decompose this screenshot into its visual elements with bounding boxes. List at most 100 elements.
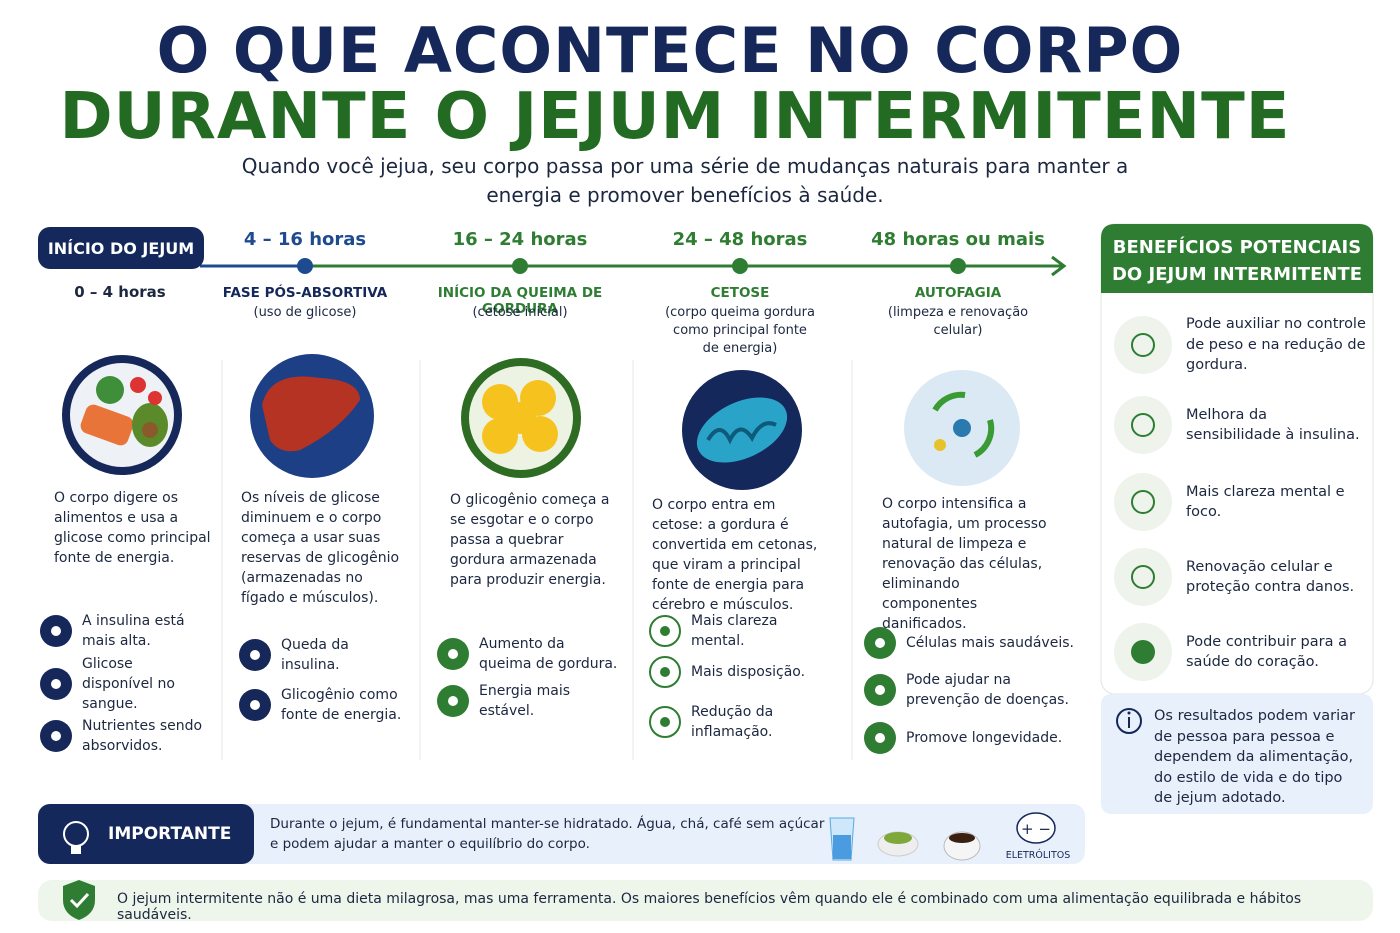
- benefit-icon: [1114, 396, 1172, 454]
- benefit-glyph: [1131, 490, 1155, 514]
- title-line2: DURANTE O JEJUM INTERMITENTE: [59, 80, 1291, 154]
- stage-item: Queda da insulina.: [239, 633, 411, 677]
- icon-glyph: [875, 685, 885, 695]
- stage-item-text: Glicogênio como fonte de energia.: [281, 687, 402, 723]
- stage-item: Mais clareza mental.: [649, 609, 806, 653]
- stage-item: Glicogênio como fonte de energia.: [239, 683, 411, 727]
- icon-glyph: [660, 626, 670, 636]
- stage-phase: CETOSE: [710, 285, 770, 301]
- stage-item: Glicose disponível no sangue.: [40, 656, 207, 712]
- stage-time: 0 – 4 horas: [74, 283, 166, 301]
- stage-item-text: Mais clareza mental.: [691, 613, 778, 649]
- item-icon: [40, 668, 72, 700]
- icon-glyph: [660, 667, 670, 677]
- item-icon: [864, 674, 896, 706]
- benefit-glyph: [1131, 413, 1155, 437]
- item-icon: [649, 615, 681, 647]
- benefit-item: Pode auxiliar no controle de peso e na r…: [1114, 315, 1366, 375]
- stage-item-text: Aumento da queima de gordura.: [479, 636, 618, 672]
- stage-phase: INÍCIO DA QUEIMA DE GORDURA: [437, 285, 603, 317]
- stage-description: O corpo intensifica a autofagia, um proc…: [882, 496, 1047, 632]
- stage-item-text: Nutrientes sendo absorvidos.: [82, 718, 203, 754]
- benefit-text: Mais clareza mental e foco.: [1186, 483, 1345, 521]
- benefits-title: BENEFÍCIOS POTENCIAIS DO JEJUM INTERMITE…: [1111, 237, 1362, 285]
- icon-glyph: [448, 649, 458, 659]
- svg-text:+ −: + −: [1021, 820, 1051, 838]
- item-icon: [437, 685, 469, 717]
- stage-item: Pode ajudar na prevenção de doenças.: [864, 668, 1086, 712]
- stage-item-text: Glicose disponível no sangue.: [82, 656, 175, 712]
- benefit-item: Pode contribuir para a saúde do coração.: [1114, 622, 1366, 682]
- benefit-glyph: [1131, 333, 1155, 357]
- stage-item-text: Células mais saudáveis.: [906, 635, 1074, 651]
- stage-item-text: Promove longevidade.: [906, 730, 1063, 746]
- stage-time: 48 horas ou mais: [871, 229, 1045, 250]
- icon-glyph: [875, 733, 885, 743]
- benefit-icon: [1114, 548, 1172, 606]
- item-icon: [40, 615, 72, 647]
- start-label: INÍCIO DO JEJUM: [38, 227, 204, 269]
- important-text: Durante o jejum, é fundamental manter-se…: [270, 816, 825, 852]
- icon-glyph: [250, 650, 260, 660]
- stage-description: Os níveis de glicose diminuem e o corpo …: [241, 490, 400, 606]
- item-icon: [649, 656, 681, 688]
- stage-description: O corpo entra em cetose: a gordura é con…: [652, 497, 818, 613]
- icon-glyph: [250, 700, 260, 710]
- stage-phase: AUTOFAGIA: [914, 285, 1002, 301]
- benefit-text: Pode contribuir para a saúde do coração.: [1186, 633, 1347, 671]
- benefit-item: Melhora da sensibilidade à insulina.: [1114, 395, 1366, 455]
- benefit-item: Renovação celular e proteção contra dano…: [1114, 547, 1366, 607]
- stage-item: Redução da inflamação.: [649, 700, 806, 744]
- icon-glyph: [875, 638, 885, 648]
- stage-item: A insulina está mais alta.: [40, 609, 207, 653]
- benefit-glyph: [1131, 640, 1155, 664]
- icon-glyph: [660, 717, 670, 727]
- stage-note: (cetose inicial): [472, 305, 568, 320]
- stage-description: O corpo digere os alimentos e usa a glic…: [54, 490, 211, 566]
- title-line1: O QUE ACONTECE NO CORPO: [156, 14, 1184, 87]
- stage-item-text: Pode ajudar na prevenção de doenças.: [906, 672, 1069, 708]
- stage-time: 16 – 24 horas: [452, 229, 588, 250]
- stage-item-text: Mais disposição.: [691, 664, 806, 680]
- stage-item-text: Energia mais estável.: [479, 683, 571, 719]
- benefit-icon: [1114, 316, 1172, 374]
- stage-note: (uso de glicose): [253, 305, 357, 320]
- stage-item: Energia mais estável.: [437, 679, 619, 723]
- stage-description: O glicogênio começa a se esgotar e o cor…: [450, 492, 610, 588]
- stage-phase: FASE PÓS-ABSORTIVA: [222, 285, 388, 301]
- stage-item-text: Redução da inflamação.: [691, 704, 774, 740]
- stage-item: Aumento da queima de gordura.: [437, 632, 619, 676]
- benefit-item: Mais clareza mental e foco.: [1114, 472, 1366, 532]
- item-icon: [649, 706, 681, 738]
- benefits-note: Os resultados podem variar de pessoa par…: [1154, 708, 1355, 806]
- item-icon: [40, 720, 72, 752]
- stage-time: 4 – 16 horas: [243, 229, 367, 250]
- stage-item-text: Queda da insulina.: [281, 637, 349, 673]
- icon-glyph: [448, 696, 458, 706]
- icon-glyph: [51, 731, 61, 741]
- benefit-text: Pode auxiliar no controle de peso e na r…: [1186, 316, 1366, 374]
- stage-note: (limpeza e renovação celular): [887, 305, 1029, 338]
- item-icon: [239, 639, 271, 671]
- benefit-glyph: [1131, 565, 1155, 589]
- stage-item: Células mais saudáveis.: [864, 621, 1086, 665]
- stage-item: Nutrientes sendo absorvidos.: [40, 714, 207, 758]
- subtitle: Quando você jejua, seu corpo passa por u…: [241, 154, 1129, 207]
- stage-item: Promove longevidade.: [864, 716, 1086, 760]
- stage-time: 24 – 48 horas: [672, 229, 808, 250]
- icon-glyph: [51, 679, 61, 689]
- stage-item-text: A insulina está mais alta.: [82, 613, 185, 649]
- item-icon: [864, 627, 896, 659]
- item-icon: [239, 689, 271, 721]
- benefit-icon: [1114, 473, 1172, 531]
- electrolytes-label: ELETRÓLITOS: [1005, 850, 1071, 861]
- benefit-text: Melhora da sensibilidade à insulina.: [1186, 406, 1360, 444]
- stage-item: Mais disposição.: [649, 650, 806, 694]
- stage-note: (corpo queima gordura como principal fon…: [665, 305, 815, 356]
- item-icon: [437, 638, 469, 670]
- important-label: IMPORTANTE: [108, 824, 232, 844]
- icon-glyph: [51, 626, 61, 636]
- benefit-icon: [1114, 623, 1172, 681]
- item-icon: [864, 722, 896, 754]
